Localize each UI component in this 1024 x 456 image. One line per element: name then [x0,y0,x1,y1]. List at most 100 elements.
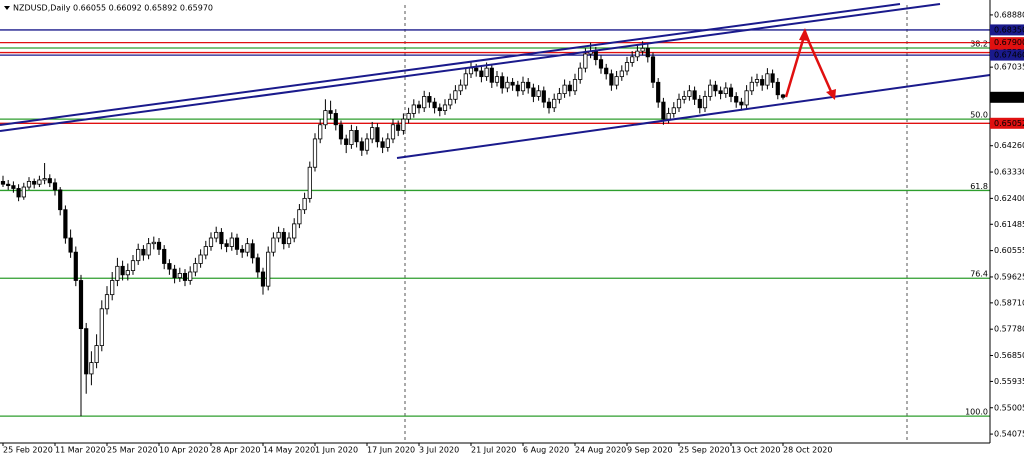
candle-body [73,251,78,281]
candle-body [448,98,453,106]
candle-body [354,130,359,143]
candle-body [536,90,541,97]
y-tick-label: 0.55935 [994,377,1024,386]
candle-body [458,84,463,92]
candle-body [578,67,583,80]
candle-body [338,124,344,140]
candle-body [229,237,234,247]
candle-body [68,237,73,253]
candle-body [323,110,328,126]
trend-line [396,74,991,159]
trend-line [0,3,941,132]
candle-body [479,70,484,78]
drawings [0,3,991,159]
candle-body [749,81,754,92]
candle-body [193,263,198,273]
candle-body [708,84,713,97]
level-tag [990,24,1024,36]
candle-body [271,237,276,253]
candle-body [188,271,193,281]
candle-body [541,90,546,103]
x-tick-label: 6 Aug 2020 [523,446,569,455]
candle-body [208,237,214,247]
candle-body [661,101,666,120]
x-tick-label: 17 Jun 2020 [367,446,415,455]
y-tick-label: 0.67035 [994,63,1024,72]
candle-body [474,67,479,72]
candle-body [583,53,588,69]
candle-body [640,47,645,52]
candle-body [328,110,333,114]
candle-body [162,248,167,264]
level-tag-label: 0.67900 [994,38,1024,47]
candle-body [505,81,510,89]
candle-body [718,90,723,95]
candle-body [78,280,84,330]
candle-body [156,241,162,250]
arrow-head [799,28,810,41]
candle-body [630,56,635,63]
candle-body [99,308,104,347]
candle-body [500,76,505,89]
candle-body [110,280,115,296]
candle-body [754,79,760,83]
candle-body [401,118,406,131]
fib-label: 100.0 [965,408,988,417]
fib-label: 50.0 [970,111,988,120]
x-tick-label: 10 Apr 2020 [159,446,208,455]
candle-body [422,96,427,109]
candle-body [151,241,156,245]
candle-body [47,178,52,184]
candle-body [453,90,458,100]
candle-body [702,96,708,109]
x-tick-label: 25 Mar 2020 [107,446,158,455]
candle-body [89,362,94,375]
candle-body [6,183,11,187]
candle-body [240,248,245,253]
candle-body [333,113,338,126]
candle-body [250,243,255,259]
candle-body [130,260,136,271]
candle-body [380,141,385,148]
candle-body [562,84,567,95]
x-tick-label: 14 May 2020 [263,446,315,455]
candle-body [645,47,650,58]
x-tick-label: 24 Aug 2020 [575,446,626,455]
candle-body [635,50,640,58]
candle-body [167,263,172,270]
x-tick-label: 28 Apr 2020 [211,446,260,455]
level-tag-label: 0.65052 [994,119,1024,128]
x-tick-label: 25 Sep 2020 [679,446,730,455]
candle-body [219,231,224,245]
level-tag-label: 0.68350 [994,25,1024,34]
candle-body [260,271,266,287]
candle-body [52,182,58,191]
candle-body [557,93,562,100]
trend-line [0,3,901,126]
candle-body [671,107,676,114]
candle-body [234,237,240,250]
candle-body [136,248,141,262]
candle-body [58,189,63,211]
candle-body [396,124,401,131]
x-tick-label: 28 Oct 2020 [783,446,832,455]
candle-body [63,209,68,239]
candle-body [344,138,349,145]
candle-body [359,141,364,151]
candle-body [463,73,468,86]
candle-body [255,257,260,273]
candle-body [120,265,125,276]
x-tick-label: 13 Oct 2020 [731,446,780,455]
level-tag-label: 0.65970 [994,93,1024,102]
candle-body [182,273,188,281]
candle-body [739,101,744,106]
candle-body [609,73,614,86]
candle-body [437,107,442,112]
candle-body [484,67,489,78]
y-tick-label: 0.54075 [994,430,1024,439]
y-tick-label: 0.60555 [994,246,1024,255]
candle-body [172,268,177,279]
candle-body [26,180,32,188]
candle-body [297,209,302,225]
